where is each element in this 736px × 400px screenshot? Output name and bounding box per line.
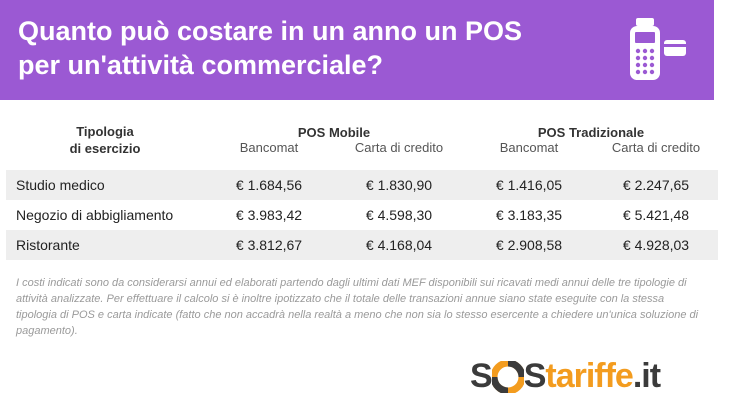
row-value: € 4.928,03 [594, 230, 718, 260]
row-value: € 2.908,58 [464, 230, 594, 260]
row-value: € 3.183,35 [495, 207, 563, 223]
type-header-line-2: di esercizio [69, 141, 141, 156]
footnote: I costi indicati sono da considerarsi an… [16, 277, 699, 337]
type-header-line-1: Tipologia [76, 124, 134, 139]
lifebuoy-icon [490, 359, 526, 395]
row-name: Negozio di abbigliamento [16, 207, 174, 223]
header-banner: Quanto può costare in un anno un POS per… [0, 0, 714, 100]
subheader-trad-carta: Carta di credito [611, 140, 701, 155]
subheader-mobile-bancomat: Bancomat [239, 140, 299, 155]
group-header-pos-tradizionale: POS Tradizionale [537, 125, 645, 140]
row-value: € 1.684,56 [204, 170, 334, 200]
logo-part-4: .it [632, 357, 661, 395]
sostariffe-logo: S Stariffe.it [470, 356, 661, 396]
pos-terminal-icon [630, 18, 686, 80]
row-value: € 4.168,04 [334, 230, 464, 260]
row-value: € 5.421,48 [622, 207, 690, 223]
row-value: € 4.598,30 [365, 207, 433, 223]
page-title: Quanto può costare in un anno un POS per… [18, 14, 618, 82]
table-row: Ristorante € 3.812,67 € 4.168,04 € 2.908… [6, 230, 718, 260]
row-value: € 2.247,65 [594, 170, 718, 200]
subheader-trad-bancomat: Bancomat [499, 140, 559, 155]
group-header-pos-mobile: POS Mobile [297, 125, 371, 140]
logo-part-2: S [523, 357, 547, 395]
table-row: Negozio di abbigliamento € 3.983,42 € 4.… [6, 200, 718, 230]
row-value: € 1.416,05 [464, 170, 594, 200]
cost-table: Tipologia di esercizio POS Mobile POS Tr… [6, 120, 718, 260]
row-value: € 3.983,42 [235, 207, 303, 223]
row-value: € 3.812,67 [204, 230, 334, 260]
row-name: Ristorante [6, 230, 204, 260]
row-value: € 1.830,90 [334, 170, 464, 200]
subheader-mobile-carta: Carta di credito [354, 140, 444, 155]
title-line-1: Quanto può costare in un anno un POS [18, 16, 523, 46]
logo-part-3: tariffe [545, 357, 633, 395]
row-name: Studio medico [6, 170, 204, 200]
title-line-2: per un'attività commerciale? [18, 50, 384, 80]
table-row: Studio medico € 1.684,56 € 1.830,90 € 1.… [6, 170, 718, 200]
logo-part-1: S [470, 357, 493, 395]
type-header: Tipologia di esercizio [6, 120, 204, 162]
